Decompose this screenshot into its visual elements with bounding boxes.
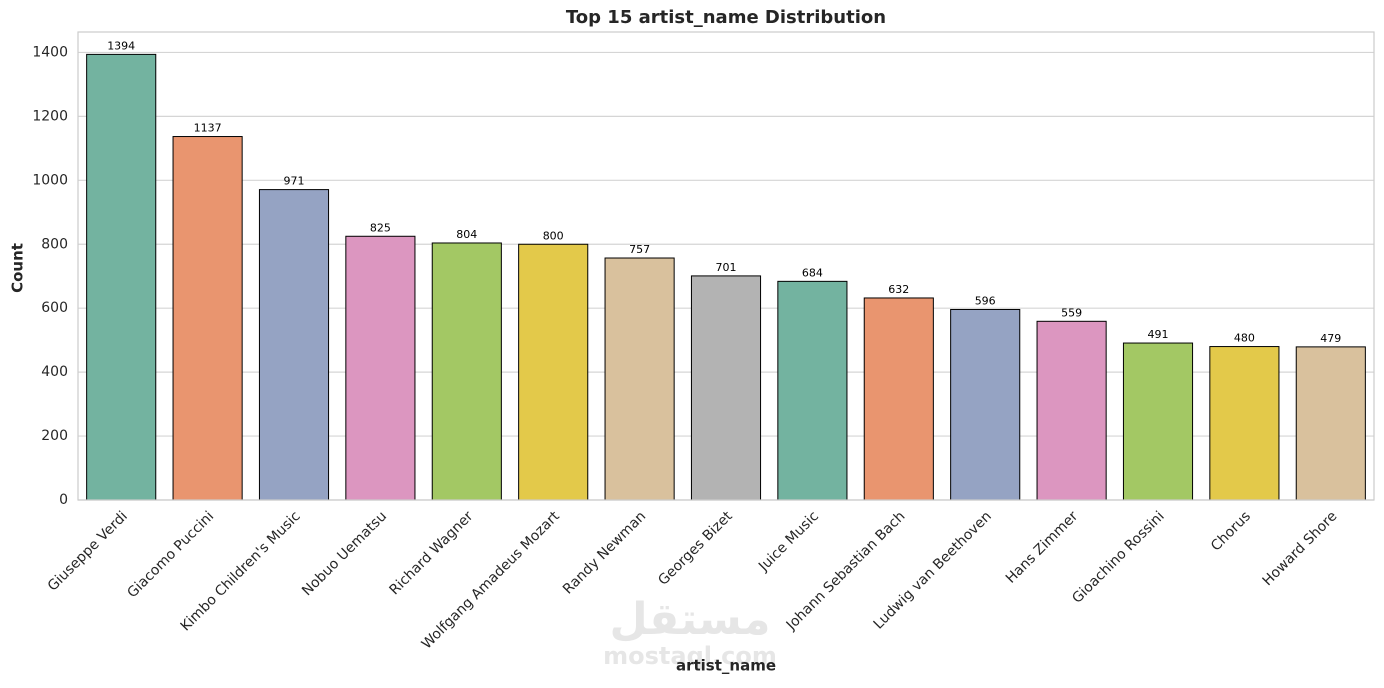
value-label: 800	[543, 229, 564, 242]
bar	[690, 275, 762, 501]
bar	[518, 243, 589, 501]
x-tick-label: Wolfgang Amadeus Mozart	[419, 508, 563, 652]
y-tick-label: 200	[41, 428, 68, 444]
bar	[431, 242, 502, 501]
bar	[604, 257, 675, 501]
value-label: 559	[1061, 306, 1082, 319]
value-label: 491	[1148, 328, 1169, 341]
x-tick-label: Gioachino Rossini	[1069, 508, 1167, 606]
value-label: 701	[716, 261, 737, 274]
bar	[345, 235, 416, 501]
value-label: 804	[456, 228, 477, 241]
bar	[172, 136, 243, 501]
x-tick-label: Giacomo Puccini	[124, 508, 217, 601]
value-label: 596	[975, 294, 996, 307]
bar	[777, 280, 848, 501]
y-tick-label: 800	[41, 236, 68, 252]
bar	[258, 189, 330, 501]
y-tick-label: 1200	[32, 108, 68, 124]
x-tick-label: Randy Newman	[560, 508, 649, 597]
x-tick-label: Hans Zimmer	[1003, 508, 1082, 587]
bar	[1295, 346, 1366, 501]
y-tick-label: 400	[41, 364, 68, 380]
bar	[86, 53, 157, 501]
bar	[1209, 346, 1280, 501]
value-label: 1394	[107, 39, 135, 52]
value-label: 1137	[194, 122, 222, 135]
watermark: mostaql.com	[603, 642, 777, 670]
bar	[1036, 320, 1107, 501]
chart-title: Top 15 artist_name Distribution	[566, 7, 886, 28]
value-label: 479	[1320, 332, 1341, 345]
x-axis-label: artist_name	[676, 657, 776, 675]
value-label: 632	[888, 283, 909, 296]
x-tick-label: Juice Music	[755, 508, 822, 575]
value-label: 757	[629, 243, 650, 256]
value-label: 684	[802, 266, 823, 279]
y-axis-label: Count	[9, 243, 27, 293]
x-tick-label: Chorus	[1208, 508, 1254, 554]
value-label: 825	[370, 221, 391, 234]
value-label: 971	[284, 175, 305, 188]
y-tick-label: 600	[41, 300, 68, 316]
value-label: 480	[1234, 332, 1255, 345]
y-tick-label: 1400	[32, 44, 68, 60]
x-tick-label: Georges Bizet	[655, 508, 736, 589]
bar	[950, 308, 1021, 501]
x-tick-label: Richard Wagner	[386, 508, 476, 598]
plot-frame	[77, 31, 1375, 501]
x-tick-label: Howard Shore	[1260, 508, 1341, 589]
watermark: مستقل	[610, 594, 771, 645]
y-tick-label: 0	[59, 492, 68, 508]
bar	[863, 297, 934, 501]
x-tick-label: Nobuo Uematsu	[299, 508, 390, 599]
bar	[1122, 342, 1194, 501]
y-tick-label: 1000	[32, 172, 68, 188]
x-tick-label: Giuseppe Verdi	[45, 508, 131, 594]
